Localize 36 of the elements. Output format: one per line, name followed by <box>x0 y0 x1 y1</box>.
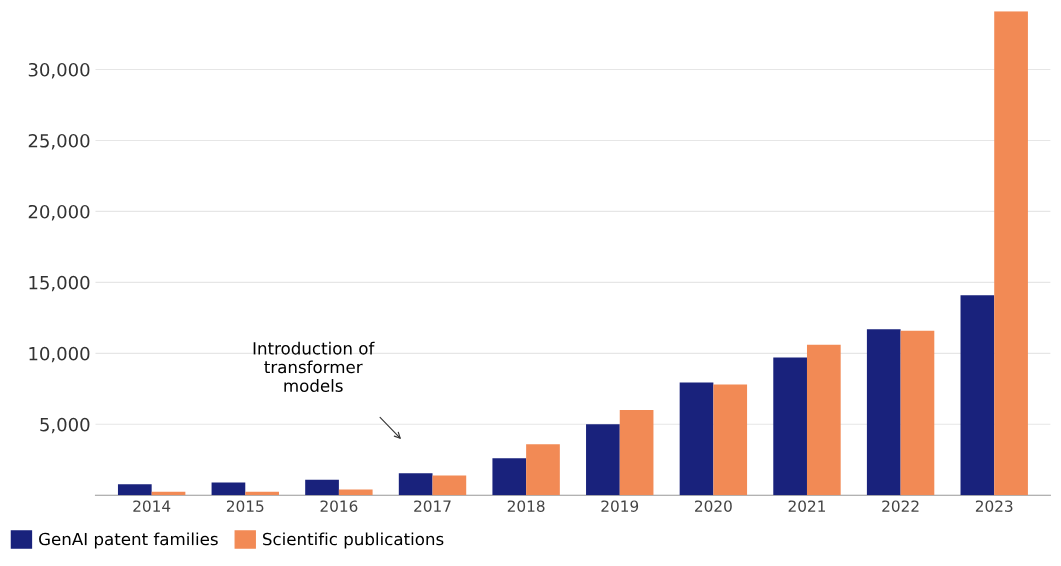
x-tick-label: 2017 <box>414 500 451 512</box>
bar <box>586 424 620 496</box>
bar <box>773 357 807 496</box>
bar <box>806 344 841 496</box>
bar <box>117 484 152 496</box>
x-tick-label: 2020 <box>695 500 732 512</box>
bar <box>994 11 1028 496</box>
x-tick-label: 2019 <box>601 500 639 512</box>
x-tick-label: 2014 <box>133 500 171 512</box>
bar <box>398 473 433 496</box>
x-tick-label: 2021 <box>788 500 826 512</box>
y-tick-label: 20,000 <box>28 204 90 221</box>
bar <box>866 329 901 496</box>
legend-label: Scientific publications <box>263 532 444 549</box>
bar <box>492 458 527 496</box>
bar <box>211 482 246 496</box>
x-tick-label: 2015 <box>226 500 264 512</box>
bar <box>900 330 935 496</box>
x-tick-label: 2016 <box>320 500 358 512</box>
y-tick-label: 5,000 <box>40 417 90 434</box>
y-tick-label: 30,000 <box>28 62 90 79</box>
bar <box>679 382 714 496</box>
bar <box>432 475 467 496</box>
bar <box>619 410 654 496</box>
x-tick-label: 2018 <box>507 500 545 512</box>
bar <box>960 295 995 496</box>
annotation: Introduction of transformer models <box>253 341 375 392</box>
y-tick-label: 10,000 <box>29 346 90 363</box>
y-tick-label: 25,000 <box>28 133 90 150</box>
bar <box>305 479 339 496</box>
bar <box>526 444 560 496</box>
x-tick-label: 2023 <box>975 500 1013 512</box>
x-tick-label: 2022 <box>882 500 919 512</box>
bar <box>713 384 748 496</box>
y-tick-label: 15,000 <box>29 275 90 292</box>
legend-label: GenAI patent families <box>39 532 218 549</box>
